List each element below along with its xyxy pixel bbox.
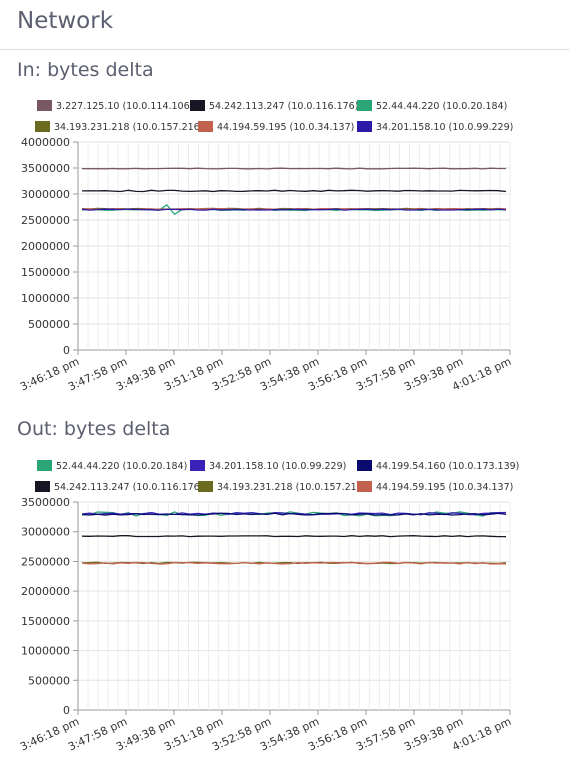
y-tick-label: 2500000 [21, 555, 70, 568]
y-tick-label: 2000000 [21, 240, 70, 253]
legend-swatch [190, 460, 205, 471]
legend-label[interactable]: 34.201.158.10 (10.0.99.229) [376, 122, 513, 133]
y-tick-label: 4000000 [21, 136, 70, 149]
legend-label[interactable]: 52.44.44.220 (10.0.20.184) [56, 461, 187, 472]
y-tick-label: 2000000 [21, 585, 70, 598]
legend-swatch [357, 100, 372, 111]
series-line[interactable] [81, 208, 507, 211]
page-title: Network [17, 8, 114, 34]
series-line[interactable] [81, 167, 506, 170]
legend-swatch [37, 460, 52, 471]
legend-swatch [198, 121, 213, 132]
series-line[interactable] [81, 189, 507, 193]
chart-title-in: In: bytes delta [17, 59, 154, 81]
legend-label[interactable]: 34.201.158.10 (10.0.99.229) [209, 461, 346, 472]
y-tick-label: 0 [63, 344, 70, 357]
y-tick-label: 0 [63, 704, 70, 717]
series-line[interactable] [81, 535, 506, 538]
y-tick-label: 3500000 [21, 162, 70, 175]
legend-swatch [357, 121, 372, 132]
legend-swatch [35, 121, 50, 132]
y-tick-label: 1500000 [21, 266, 70, 279]
legend-label[interactable]: 34.193.231.218 (10.0.157.216) [217, 482, 366, 493]
legend-swatch [37, 100, 52, 111]
legend-swatch [35, 481, 50, 492]
y-tick-label: 1000000 [21, 645, 70, 658]
y-tick-label: 1500000 [21, 615, 70, 628]
legend-label[interactable]: 54.242.113.247 (10.0.116.176) [54, 482, 203, 493]
legend-swatch [357, 481, 372, 492]
y-tick-label: 3000000 [21, 188, 70, 201]
y-tick-label: 3000000 [21, 526, 70, 539]
series-line[interactable] [81, 561, 507, 565]
chart-title-out: Out: bytes delta [17, 418, 171, 440]
y-tick-label: 500000 [28, 318, 70, 331]
legend-label[interactable]: 3.227.125.10 (10.0.114.106) [56, 101, 193, 112]
legend-label[interactable]: 52.44.44.220 (10.0.20.184) [376, 101, 507, 112]
legend-swatch [190, 100, 205, 111]
page-header: Network [0, 0, 569, 50]
legend-label[interactable]: 54.242.113.247 (10.0.116.176) [209, 101, 358, 112]
y-tick-label: 1000000 [21, 292, 70, 305]
legend-label[interactable]: 34.193.231.218 (10.0.157.216) [54, 122, 203, 133]
legend-swatch [198, 481, 213, 492]
chart-in: 3.227.125.10 (10.0.114.106) 54.242.113.24… [18, 100, 513, 394]
y-tick-label: 2500000 [21, 214, 70, 227]
legend-swatch [357, 460, 372, 471]
chart-out: 52.44.44.220 (10.0.20.184) 34.201.158.10 … [18, 460, 519, 754]
y-tick-label: 500000 [28, 674, 70, 687]
y-tick-label: 3500000 [21, 496, 70, 509]
legend-label[interactable]: 44.194.59.195 (10.0.34.137) [376, 482, 513, 493]
legend-label[interactable]: 44.194.59.195 (10.0.34.137) [217, 122, 354, 133]
legend-label[interactable]: 44.199.54.160 (10.0.173.139) [376, 461, 519, 472]
series-line[interactable] [81, 512, 507, 516]
